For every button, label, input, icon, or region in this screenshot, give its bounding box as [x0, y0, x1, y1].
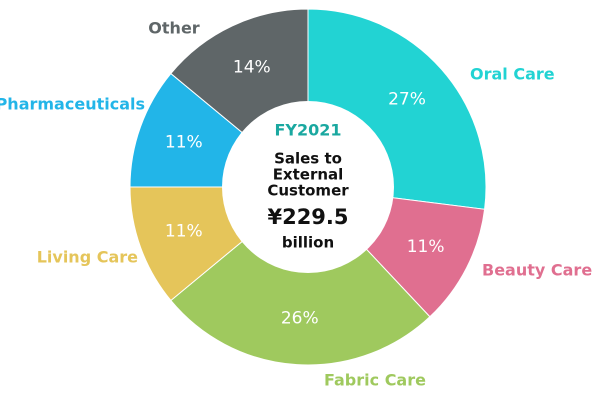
donut-hole	[222, 101, 394, 273]
value-label: 14%	[233, 58, 271, 78]
center-title: FY2021	[274, 121, 341, 140]
center-line: Sales to	[274, 150, 342, 168]
category-label: Beauty Care	[482, 261, 592, 280]
category-label: Other	[148, 19, 199, 38]
center-line: External	[273, 166, 344, 184]
category-label: Oral Care	[470, 65, 555, 84]
slice	[170, 186, 431, 366]
category-label: Fabric Care	[324, 371, 426, 390]
category-label: Pharmaceuticals	[0, 95, 145, 114]
center-amount: ¥229.5	[267, 205, 348, 229]
value-label: 26%	[281, 309, 319, 329]
center-unit: billion	[282, 234, 334, 252]
center-line: Customer	[267, 182, 349, 200]
value-label: 27%	[388, 90, 426, 110]
category-label: Living Care	[37, 248, 138, 267]
value-label: 11%	[165, 222, 203, 242]
value-label: 11%	[165, 132, 203, 152]
value-label: 11%	[407, 237, 445, 257]
